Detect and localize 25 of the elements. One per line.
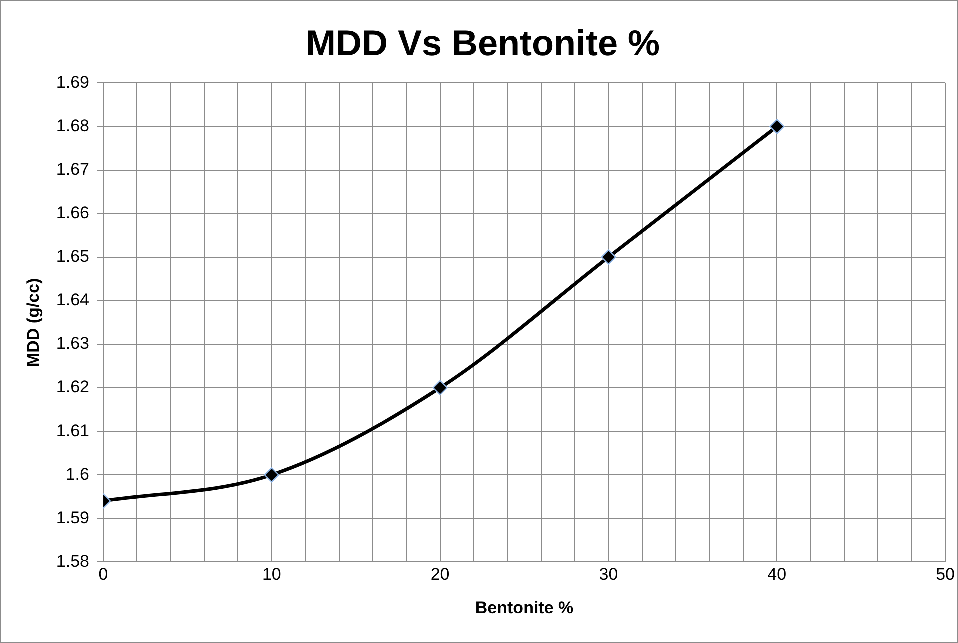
y-tick-label: 1.68: [56, 116, 90, 136]
point: [432, 380, 448, 396]
y-axis-title: MDD (g/cc): [24, 278, 43, 368]
x-tick-label: 30: [599, 565, 618, 584]
x-tick-label: 10: [262, 565, 282, 584]
x-tick-label: 50: [936, 565, 956, 584]
y-tick-label: 1.63: [56, 334, 90, 354]
y-tick-label: 1.65: [56, 247, 90, 266]
point: [264, 468, 280, 483]
chart-title: MDD Vs Bentonite %: [306, 22, 660, 64]
x-tick-label: 0: [98, 565, 108, 584]
y-tick-label: 1.67: [56, 160, 90, 179]
x-tick-label: 20: [430, 565, 450, 584]
y-tick-label: 1.64: [56, 290, 90, 310]
x-tick-label: 40: [768, 565, 787, 584]
y-tick-label: 1.59: [56, 508, 90, 528]
y-tick-label: 1.62: [56, 378, 90, 397]
point: [770, 119, 785, 134]
y-tick-label: 1.61: [56, 421, 90, 440]
point: [601, 250, 616, 265]
y-tick-label: 1.6: [66, 464, 90, 484]
y-tick-label: 1.66: [56, 204, 90, 223]
y-tick-label: 1.58: [56, 552, 90, 571]
x-axis-title: Bentonite %: [475, 598, 574, 618]
y-tick-label: 1.69: [56, 72, 90, 92]
